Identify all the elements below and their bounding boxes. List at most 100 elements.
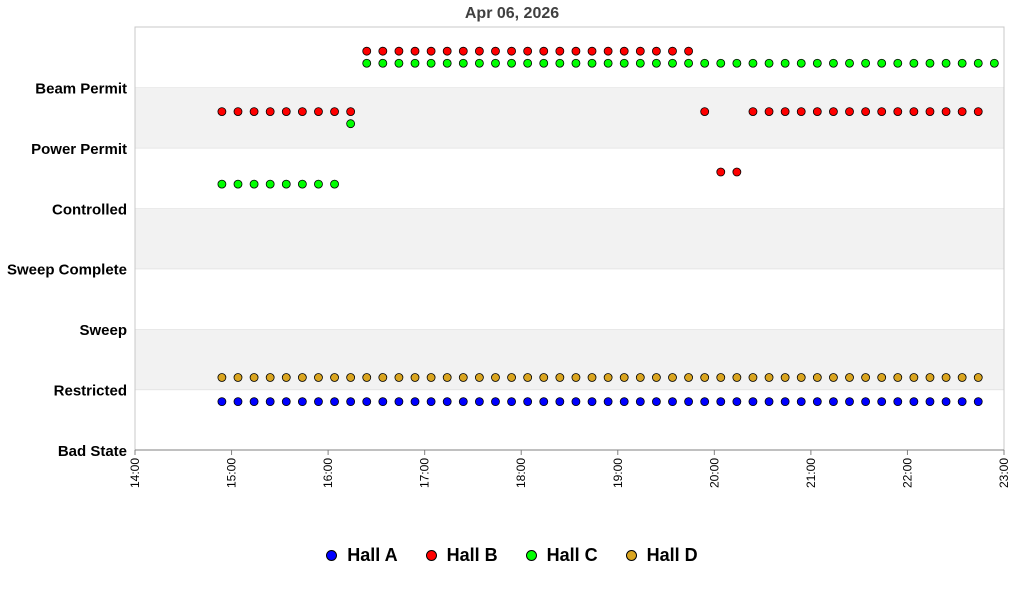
legend-label: Hall B bbox=[446, 544, 498, 565]
point-hall-b bbox=[845, 107, 854, 116]
legend-label: Hall D bbox=[646, 544, 698, 565]
point-hall-d bbox=[764, 373, 774, 382]
point-hall-a bbox=[780, 397, 790, 407]
point-hall-a bbox=[555, 397, 565, 407]
point-hall-d bbox=[780, 373, 790, 382]
legend-item: Hall D bbox=[625, 544, 698, 566]
point-hall-d bbox=[684, 373, 693, 382]
point-hall-c bbox=[523, 58, 533, 68]
point-hall-d bbox=[362, 373, 372, 382]
point-hall-d bbox=[346, 373, 356, 382]
y-tick-label: Sweep Complete bbox=[7, 262, 127, 279]
point-hall-a bbox=[925, 397, 935, 407]
chart-title: Apr 06, 2026 bbox=[465, 5, 559, 22]
x-tick-label: 21:00 bbox=[804, 458, 818, 488]
point-hall-d bbox=[619, 373, 629, 382]
point-hall-d bbox=[330, 373, 339, 382]
y-tick-label: Beam Permit bbox=[35, 80, 127, 97]
legend-swatch bbox=[625, 549, 637, 561]
point-hall-c bbox=[668, 58, 677, 68]
point-hall-a bbox=[652, 397, 661, 407]
point-hall-b bbox=[732, 167, 742, 177]
point-hall-c bbox=[297, 179, 307, 189]
point-hall-a bbox=[957, 397, 967, 407]
data-points bbox=[217, 46, 999, 407]
point-hall-a bbox=[539, 397, 549, 407]
point-hall-a bbox=[941, 397, 951, 407]
point-hall-a bbox=[297, 397, 307, 407]
point-hall-c bbox=[684, 58, 693, 68]
point-hall-a bbox=[877, 397, 887, 407]
point-hall-b bbox=[265, 107, 275, 116]
point-hall-c bbox=[249, 179, 259, 189]
point-hall-b bbox=[909, 107, 919, 116]
legend-item: Hall B bbox=[425, 544, 498, 566]
point-hall-a bbox=[829, 397, 838, 407]
point-hall-a bbox=[233, 397, 243, 407]
point-hall-a bbox=[281, 397, 291, 407]
point-hall-c bbox=[780, 58, 790, 68]
x-axis: 14:00 15:00 16:00 17:00 18:00 19:00 20:00 21:00… bbox=[128, 449, 1011, 488]
band-5 bbox=[135, 87, 1004, 148]
point-hall-c bbox=[764, 58, 774, 68]
point-hall-b bbox=[249, 107, 259, 116]
point-hall-d bbox=[314, 373, 323, 382]
point-hall-c bbox=[378, 58, 388, 68]
point-hall-b bbox=[716, 167, 726, 177]
point-hall-a bbox=[700, 397, 710, 407]
point-hall-c bbox=[732, 58, 742, 68]
point-hall-a bbox=[265, 397, 275, 407]
point-hall-d bbox=[652, 373, 661, 382]
point-hall-a bbox=[474, 397, 484, 407]
band-3 bbox=[135, 208, 1004, 269]
point-hall-d bbox=[233, 373, 243, 382]
x-tick-label: 14:00 bbox=[128, 458, 142, 488]
band-1 bbox=[135, 329, 1004, 390]
point-hall-a bbox=[764, 397, 774, 407]
point-hall-a bbox=[346, 397, 356, 407]
point-hall-c bbox=[346, 119, 356, 129]
point-hall-b bbox=[780, 107, 790, 116]
point-hall-a bbox=[442, 397, 452, 407]
point-hall-d bbox=[909, 373, 919, 382]
point-hall-c bbox=[796, 58, 806, 68]
x-tick-label: 20:00 bbox=[707, 458, 721, 488]
point-hall-c bbox=[571, 58, 581, 68]
point-hall-d bbox=[796, 373, 806, 382]
point-hall-a bbox=[362, 397, 372, 407]
y-tick-label: Controlled bbox=[52, 201, 127, 218]
x-tick-label: 23:00 bbox=[997, 458, 1011, 488]
y-axis-labels: Bad State Restricted Sweep Sweep Complete Co… bbox=[7, 80, 127, 460]
plot-bands bbox=[135, 26, 1004, 450]
point-hall-b bbox=[281, 107, 291, 116]
point-hall-a bbox=[748, 397, 758, 407]
point-hall-a bbox=[330, 397, 339, 407]
point-hall-a bbox=[314, 397, 323, 407]
point-hall-a bbox=[394, 397, 404, 407]
y-tick-label: Power Permit bbox=[31, 141, 127, 158]
point-hall-b bbox=[925, 107, 935, 116]
point-hall-b bbox=[635, 46, 645, 56]
point-hall-b bbox=[941, 107, 951, 116]
point-hall-d bbox=[973, 373, 983, 382]
point-hall-d bbox=[587, 373, 597, 382]
point-hall-a bbox=[861, 397, 871, 407]
point-hall-b bbox=[523, 46, 533, 56]
x-tick-label: 17:00 bbox=[418, 458, 432, 488]
point-hall-d bbox=[458, 373, 468, 382]
point-hall-d bbox=[474, 373, 484, 382]
point-hall-b bbox=[330, 107, 339, 116]
point-hall-c bbox=[587, 58, 597, 68]
point-hall-a bbox=[668, 397, 677, 407]
point-hall-a bbox=[217, 397, 227, 407]
point-hall-a bbox=[507, 397, 516, 407]
point-hall-c bbox=[652, 58, 661, 68]
point-hall-d bbox=[281, 373, 291, 382]
point-hall-a bbox=[684, 397, 693, 407]
point-hall-c bbox=[893, 58, 903, 68]
point-hall-a bbox=[491, 397, 500, 407]
point-hall-a bbox=[845, 397, 854, 407]
point-hall-a bbox=[909, 397, 919, 407]
point-hall-c bbox=[491, 58, 500, 68]
point-hall-c bbox=[989, 58, 999, 68]
